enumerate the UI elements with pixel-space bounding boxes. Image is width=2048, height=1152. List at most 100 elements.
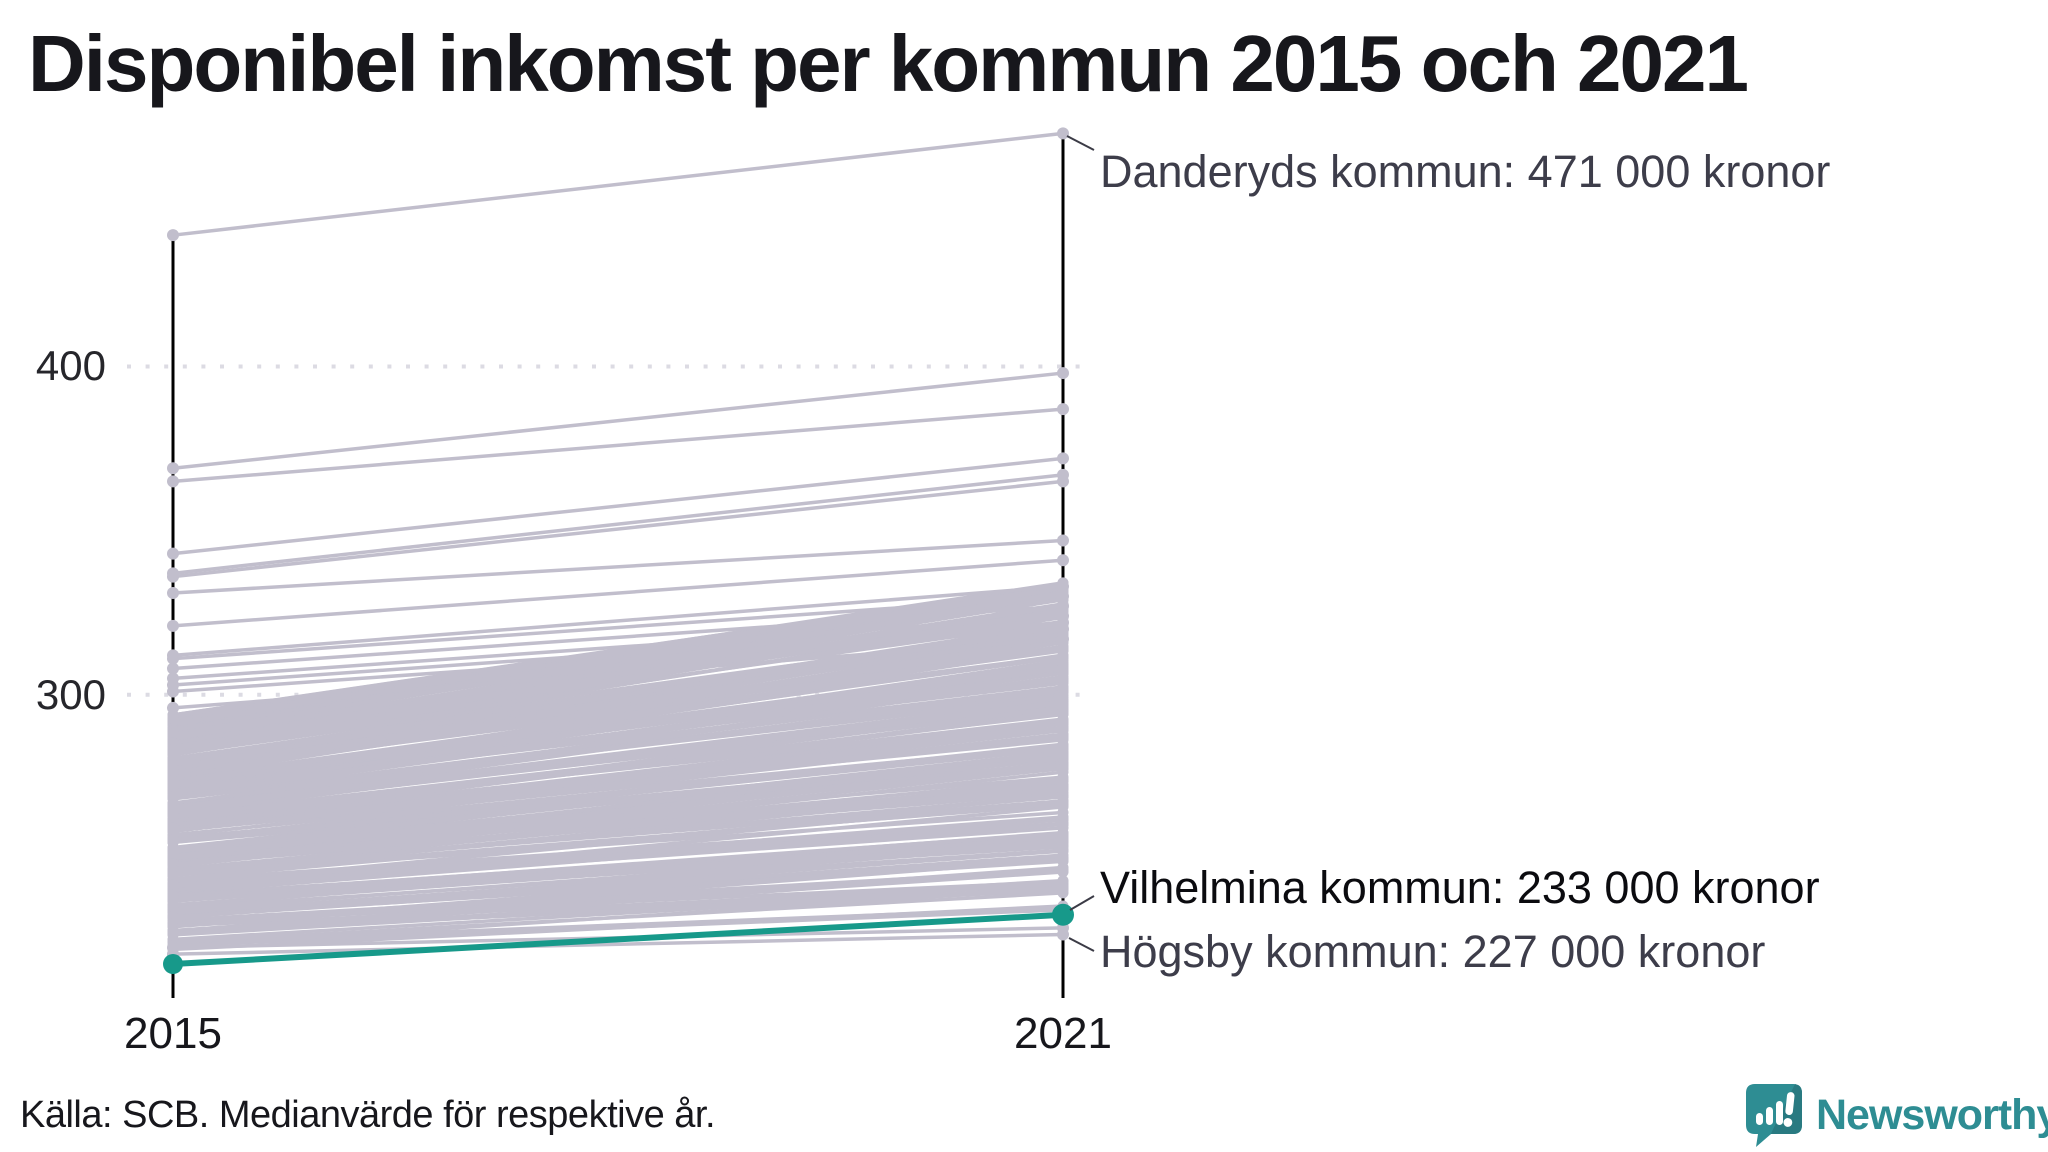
annotation-danderyd: Danderyds kommun: 471 000 kronor — [1100, 146, 1831, 197]
highlighted-series — [163, 903, 1074, 975]
slope-line — [172, 770, 1064, 869]
slope-line — [172, 558, 1064, 628]
slope-line — [172, 407, 1064, 484]
slope-dots — [167, 127, 1069, 961]
x-axis-label-2015: 2015 — [124, 1009, 222, 1058]
slope-line — [172, 371, 1064, 471]
slope-dot — [1057, 534, 1069, 547]
highlight-line-vilhelmina — [172, 911, 1064, 968]
slope-dot — [167, 619, 179, 632]
highlight-dot-2015 — [163, 954, 183, 975]
slope-line — [172, 932, 1064, 956]
slope-dot — [1057, 632, 1069, 645]
slope-line — [172, 711, 1064, 826]
slope-dot — [1057, 475, 1069, 488]
slope-dot — [1057, 882, 1069, 894]
slope-dot — [1057, 554, 1069, 567]
slope-dot — [1057, 701, 1069, 713]
slope-line — [172, 840, 1064, 907]
slope-line — [172, 620, 1064, 687]
slope-line — [172, 878, 1064, 936]
slope-line — [172, 637, 1064, 710]
annotation-vilhelmina: Vilhelmina kommun: 233 000 kronor — [1100, 862, 1820, 913]
slope-dot — [1057, 766, 1069, 778]
slope-dot — [1057, 854, 1069, 866]
slope-dot — [1057, 600, 1069, 613]
slope-dot — [1057, 782, 1069, 794]
slope-dot — [1057, 367, 1069, 380]
slope-line — [172, 639, 1064, 779]
slope-lines — [172, 131, 1064, 956]
slope-line — [172, 904, 1064, 952]
slope-line — [172, 603, 1064, 756]
pointer-danderyd — [1066, 135, 1095, 151]
slope-line — [172, 766, 1064, 866]
slope-dot — [1057, 928, 1069, 941]
slope-line — [172, 751, 1064, 851]
annotation-hogsby: Högsby kommun: 227 000 kronor — [1100, 926, 1766, 977]
slope-dot — [1057, 801, 1069, 813]
slope-line — [172, 456, 1064, 556]
slope-dot — [1057, 657, 1069, 669]
slope-line — [172, 822, 1064, 895]
slope-dot — [167, 462, 179, 475]
slope-line — [172, 661, 1064, 793]
slope-line — [172, 734, 1064, 833]
slope-line — [172, 674, 1064, 799]
newsworthy-speech-bubble-chart-icon — [1744, 1082, 1804, 1148]
slope-line — [172, 131, 1064, 237]
slope-line — [172, 701, 1064, 815]
slope-line — [172, 538, 1064, 595]
slope-line — [172, 843, 1064, 912]
slope-line — [172, 584, 1064, 658]
slope-line — [172, 868, 1064, 936]
pointer-hogsby — [1068, 937, 1095, 952]
slope-line — [172, 705, 1064, 823]
slope-line — [172, 779, 1064, 873]
x-axis-label-2021: 2021 — [1014, 1009, 1112, 1058]
slope-line — [172, 473, 1064, 576]
slope-dot — [167, 662, 179, 675]
slope-dot — [167, 701, 179, 714]
slope-line — [172, 479, 1064, 579]
slope-dot — [167, 652, 179, 665]
slope-line — [172, 856, 1064, 926]
slope-dot — [1057, 127, 1069, 140]
slope-dot — [167, 685, 179, 698]
y-axis-tick-400: 400 — [35, 342, 106, 389]
highlight-dot-2021 — [1052, 903, 1074, 926]
slope-line — [172, 627, 1064, 694]
slope-line — [172, 885, 1064, 942]
slope-dot — [167, 229, 179, 242]
slope-dot — [1057, 452, 1069, 465]
slope-dot — [1057, 730, 1069, 742]
slope-line — [172, 805, 1064, 893]
slope-dot — [1057, 673, 1069, 685]
annotation-pointer-lines — [1066, 135, 1095, 952]
slope-dot — [167, 547, 179, 560]
slope-dot — [1057, 682, 1069, 694]
newsworthy-logo[interactable]: Newsworthy — [1744, 1082, 2048, 1148]
newsworthy-logo-text: Newsworthy — [1816, 1090, 2048, 1139]
y-axis-tick-300: 300 — [35, 671, 106, 718]
slope-line — [172, 858, 1064, 929]
pointer-vilhelmina — [1069, 895, 1095, 911]
slope-dot — [1057, 590, 1069, 603]
slope-line — [172, 742, 1064, 842]
slope-line — [172, 786, 1064, 878]
slope-line — [172, 853, 1064, 920]
slope-dot — [1057, 403, 1069, 416]
slope-line — [172, 614, 1064, 681]
slope-dot — [1057, 865, 1069, 877]
slope-dot — [1057, 623, 1069, 636]
slope-dot — [1057, 818, 1069, 830]
slope-line — [172, 799, 1064, 887]
slope-dot — [1057, 580, 1069, 593]
slope-line — [172, 815, 1064, 887]
source-note: Källa: SCB. Medianvärde för respektive å… — [20, 1094, 716, 1136]
slope-dot — [167, 475, 179, 488]
page-title: Disponibel inkomst per kommun 2015 och 2… — [28, 19, 1749, 108]
slope-line — [172, 604, 1064, 671]
slope-dot — [1057, 721, 1069, 733]
